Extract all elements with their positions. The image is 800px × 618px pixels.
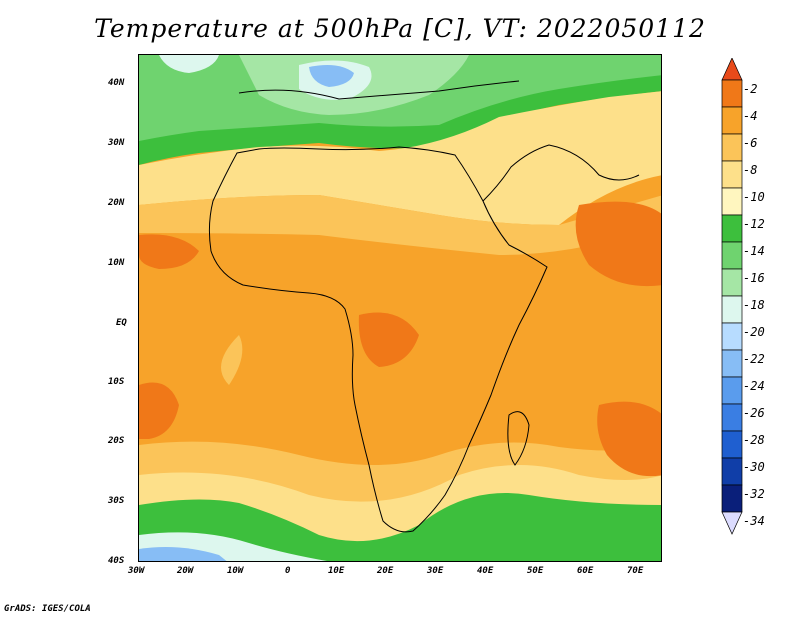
lat-label-40n: 40N xyxy=(108,78,125,88)
lon-label-30w: 30W xyxy=(128,566,145,576)
south-cold-belt xyxy=(139,493,661,561)
colorbar-swatch xyxy=(721,430,743,459)
lon-label-20w: 20W xyxy=(177,566,194,576)
credit-text: GrADS: IGES/COLA xyxy=(4,604,91,614)
colorbar-label: -12 xyxy=(743,217,765,231)
colorbar-swatch xyxy=(721,295,743,324)
madagascar-coast xyxy=(507,411,530,466)
light-streak-atlantic xyxy=(221,335,243,385)
colorbar-label: -2 xyxy=(743,82,758,96)
colorbar-swatch xyxy=(721,187,743,216)
warm-patch-indian-ocean xyxy=(597,401,661,477)
warm-patch-congo xyxy=(358,312,419,367)
colorbar-label: -4 xyxy=(743,109,758,123)
colorbar-swatch xyxy=(721,457,743,486)
colorbar-label: -22 xyxy=(743,352,765,366)
colorbar-label: -26 xyxy=(743,406,765,420)
colorbar-top-arrow xyxy=(721,58,743,81)
colorbar-swatch xyxy=(721,349,743,378)
lat-label-20s: 20S xyxy=(108,436,125,446)
colorbar-swatch xyxy=(721,214,743,243)
colorbar-label: -28 xyxy=(743,433,765,447)
map-title: Temperature at 500hPa [C], VT: 202205011… xyxy=(94,14,706,43)
europe-coast xyxy=(238,80,520,100)
cold-core-b xyxy=(309,65,354,87)
colorbar-label: -20 xyxy=(743,325,765,339)
colorbar-label: -6 xyxy=(743,136,758,150)
map-canvas xyxy=(139,55,661,561)
colorbar-label: -14 xyxy=(743,244,765,258)
colorbar-swatch xyxy=(721,268,743,297)
colorbar-label: -32 xyxy=(743,487,765,501)
north-yellow xyxy=(139,91,661,225)
lon-label-0: 0 xyxy=(285,566,291,576)
lat-label-30n: 30N xyxy=(108,138,125,148)
colorbar-label: -10 xyxy=(743,190,765,204)
lat-label-eq: EQ xyxy=(116,318,127,328)
cold-core-c xyxy=(159,55,219,73)
lon-label-70e: 70E xyxy=(627,566,644,576)
north-light-orange xyxy=(139,195,661,255)
colorbar-swatch xyxy=(721,241,743,270)
lon-label-60e: 60E xyxy=(577,566,594,576)
lon-label-30e: 30E xyxy=(427,566,444,576)
colorbar-swatch xyxy=(721,322,743,351)
coastlines xyxy=(208,80,640,533)
temperature-map xyxy=(138,54,662,562)
arabia-coast xyxy=(482,144,640,202)
warm-patch-west xyxy=(139,234,199,269)
colorbar-label: -34 xyxy=(743,514,765,528)
lat-label-10n: 10N xyxy=(108,258,125,268)
colorbar-label: -8 xyxy=(743,163,758,177)
colorbar-swatch xyxy=(721,160,743,189)
warm-patch-sw xyxy=(139,382,179,439)
colorbar-swatch xyxy=(721,133,743,162)
colorbar-swatch xyxy=(721,403,743,432)
south-cold-core-b xyxy=(139,547,227,561)
colorbar-bottom-arrow xyxy=(721,511,743,535)
colorbar-swatch xyxy=(721,106,743,135)
warm-patch-arabian-sea xyxy=(575,201,661,287)
lon-label-40e: 40E xyxy=(477,566,494,576)
africa-coast xyxy=(208,146,548,533)
lon-label-10e: 10E xyxy=(328,566,345,576)
lat-label-30s: 30S xyxy=(108,496,125,506)
colorbar-label: -24 xyxy=(743,379,765,393)
colorbar-swatch xyxy=(721,484,743,513)
lon-label-20e: 20E xyxy=(377,566,394,576)
colorbar-swatch xyxy=(721,79,743,108)
lat-label-40s: 40S xyxy=(108,556,125,566)
colorbar-swatches xyxy=(721,58,743,535)
lat-label-10s: 10S xyxy=(108,377,125,387)
colorbar-swatch xyxy=(721,376,743,405)
lat-label-20n: 20N xyxy=(108,198,125,208)
colorbar-label: -30 xyxy=(743,460,765,474)
colorbar xyxy=(721,58,743,535)
colorbar-label: -18 xyxy=(743,298,765,312)
lon-label-10w: 10W xyxy=(227,566,244,576)
colorbar-label: -16 xyxy=(743,271,765,285)
lon-label-50e: 50E xyxy=(527,566,544,576)
